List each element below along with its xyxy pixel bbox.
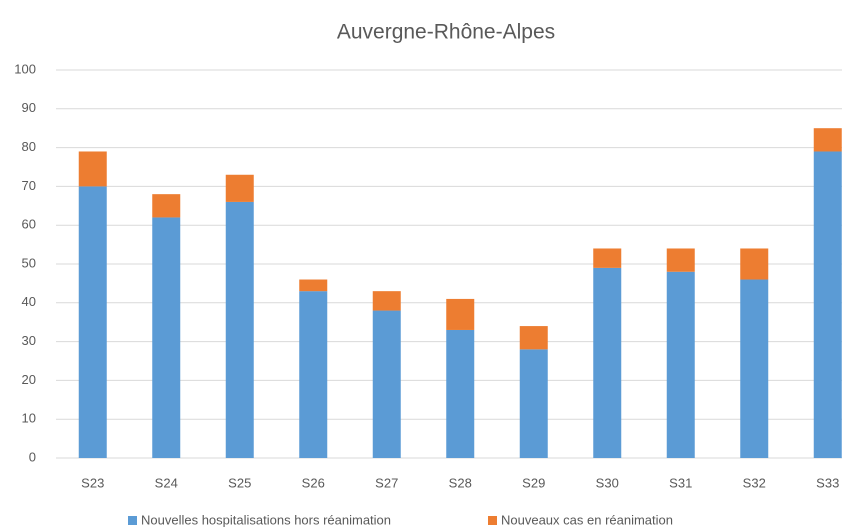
- bar-segment: [666, 248, 695, 272]
- x-tick-label: S31: [669, 475, 692, 490]
- y-tick-label: 40: [22, 294, 36, 309]
- bar-segment: [813, 128, 842, 152]
- bar-segment: [740, 279, 769, 458]
- bar-segment: [299, 291, 328, 458]
- bar-segment: [593, 248, 622, 268]
- bar-segment: [519, 349, 548, 458]
- bar-segment: [740, 248, 769, 280]
- y-tick-label: 10: [22, 411, 36, 426]
- bar-segment: [446, 329, 475, 458]
- bar-segment: [225, 174, 254, 202]
- bar-segment: [78, 186, 107, 458]
- chart-title: Auvergne-Rhône-Alpes: [337, 21, 555, 44]
- bar-segment: [152, 194, 181, 218]
- y-tick-label: 80: [22, 139, 36, 154]
- legend-swatch: [488, 516, 497, 525]
- bar-segment: [372, 291, 401, 311]
- x-tick-label: S24: [155, 475, 178, 490]
- x-tick-label: S23: [81, 475, 104, 490]
- x-tick-label: S30: [596, 475, 619, 490]
- bar-segment: [78, 151, 107, 187]
- bar-segment: [666, 271, 695, 458]
- y-tick-label: 0: [29, 449, 36, 464]
- x-tick-label: S33: [816, 475, 839, 490]
- x-tick-label: S28: [449, 475, 472, 490]
- bar-segment: [813, 151, 842, 459]
- bar-segment: [152, 217, 181, 458]
- legend-swatch: [128, 516, 137, 525]
- x-tick-label: S26: [302, 475, 325, 490]
- y-tick-label: 90: [22, 100, 36, 115]
- legend-label: Nouvelles hospitalisations hors réanimat…: [141, 512, 391, 527]
- bar-segment: [299, 279, 328, 292]
- bar-segment: [519, 326, 548, 350]
- y-tick-label: 100: [14, 61, 36, 76]
- x-tick-label: S25: [228, 475, 251, 490]
- x-tick-label: S32: [743, 475, 766, 490]
- x-tick-label: S27: [375, 475, 398, 490]
- bar-segment: [225, 201, 254, 459]
- legend-label: Nouveaux cas en réanimation: [501, 512, 673, 527]
- x-tick-label: S29: [522, 475, 545, 490]
- y-tick-label: 70: [22, 178, 36, 193]
- bar-segment: [372, 310, 401, 458]
- bar-segment: [446, 298, 475, 330]
- y-tick-label: 20: [22, 372, 36, 387]
- bar-segment: [593, 267, 622, 458]
- y-tick-label: 30: [22, 333, 36, 348]
- y-tick-label: 50: [22, 255, 36, 270]
- y-tick-label: 60: [22, 217, 36, 232]
